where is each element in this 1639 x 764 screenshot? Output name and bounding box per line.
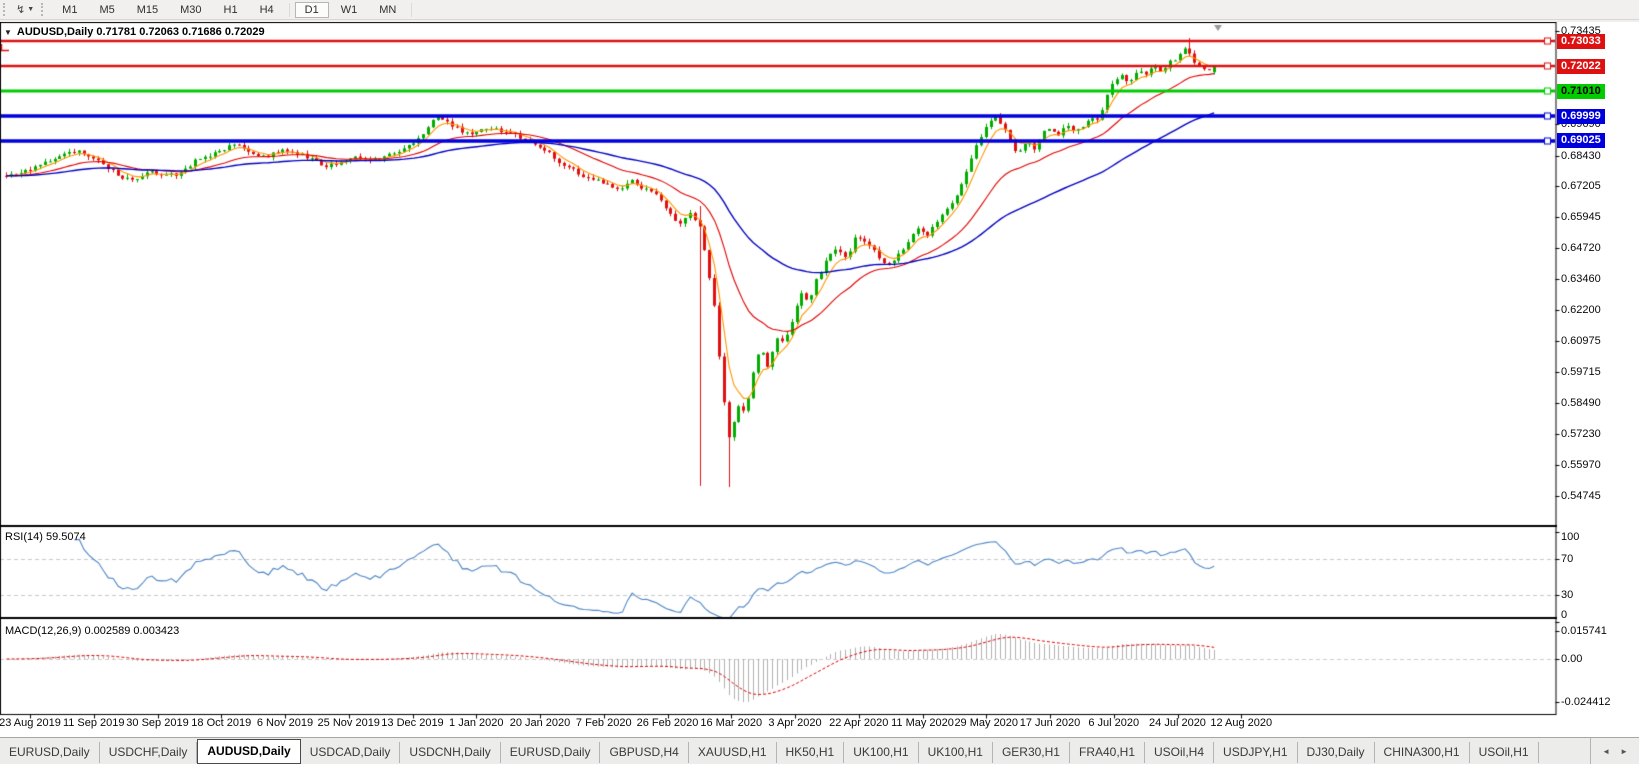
date-tick-label: 17 Jun 2020 [1019,717,1081,729]
axis-tick-label: 0 [1561,609,1568,621]
axis-tick-label: 0.63460 [1561,273,1601,286]
chevron-down-icon[interactable]: ▼ [27,6,35,13]
date-tick-label: 16 Mar 2020 [700,717,763,729]
date-tick-label: 30 Sep 2019 [126,717,189,729]
chart-tab-USDJPY-H1[interactable]: USDJPY,H1 [1214,742,1298,763]
chart-tab-AUDUSD-Daily[interactable]: AUDUSD,Daily [197,739,301,764]
timeframe-button-H4[interactable]: H4 [250,2,284,18]
macd-indicator-label: MACD(12,26,9) 0.002589 0.003423 [5,625,180,637]
tab-scroll-left-icon[interactable]: ◄ [1602,746,1611,756]
price-level-badge: 0.73033 [1557,33,1605,49]
chart-title: ▼ AUDUSD,Daily 0.71781 0.72063 0.71686 0… [4,26,265,38]
timeframe-button-MN[interactable]: MN [369,2,406,18]
price-chart-canvas[interactable] [0,22,1565,722]
axis-tick-label: 0.59715 [1561,366,1601,379]
date-tick-label: 7 Feb 2020 [575,717,632,729]
date-tick-label: 23 Aug 2019 [0,717,61,729]
date-tick-label: 3 Apr 2020 [768,717,822,729]
timeframe-button-H1[interactable]: H1 [214,2,248,18]
date-tick-label: 1 Jan 2020 [449,717,504,729]
chart-tab-GER30-H1[interactable]: GER30,H1 [993,742,1070,763]
axis-tick-label: 0.67205 [1561,179,1601,192]
chart-tab-USOil-H4[interactable]: USOil,H4 [1145,742,1215,763]
axis-tick-label: 0.62200 [1561,304,1601,317]
date-tick-label: 24 Jul 2020 [1149,717,1206,729]
chart-tab-GBPUSD-H4[interactable]: GBPUSD,H4 [600,742,689,763]
date-tick-label: 6 Jul 2020 [1088,717,1140,729]
date-tick-label: 11 May 2020 [891,717,954,729]
timeframe-button-group: M1 M5 M15 M30 H1 H4 D1 W1 MN [51,1,416,18]
chart-tab-USOil-H1[interactable]: USOil,H1 [1470,742,1539,763]
axis-tick-label: 70 [1561,553,1574,565]
chart-tab-USDCNH-Daily[interactable]: USDCNH,Daily [400,742,501,763]
chart-tab-HK50-H1[interactable]: HK50,H1 [777,742,845,763]
date-tick-label: 6 Nov 2019 [256,717,314,729]
rsi-indicator-label: RSI(14) 59.5074 [5,531,86,543]
price-level-badge: 0.71010 [1557,83,1605,99]
chart-tab-DJ30-Daily[interactable]: DJ30,Daily [1298,742,1375,763]
chart-tab-UK100-H1[interactable]: UK100,H1 [919,742,993,763]
chart-title-text: AUDUSD,Daily 0.71781 0.72063 0.71686 0.7… [16,26,265,38]
timeframe-button-W1[interactable]: W1 [331,2,368,18]
date-tick-label: 18 Oct 2019 [191,717,252,729]
axis-tick-label: 30 [1561,589,1574,601]
date-tick-label: 13 Dec 2019 [381,717,444,729]
price-level-badge: 0.69025 [1557,133,1605,149]
axis-tick-label: 0.58490 [1561,396,1601,409]
date-tick-label: 29 May 2020 [954,717,1019,729]
chart-tab-bar: EURUSD,Daily USDCHF,Daily AUDUSD,Daily USDC… [0,737,1639,764]
price-level-badge: 0.69999 [1557,108,1605,124]
axis-tick-label: -0.024412 [1561,695,1611,708]
chart-tab-EURUSD-Daily[interactable]: EURUSD,Daily [501,742,601,763]
chart-tab-FRA40-H1[interactable]: FRA40,H1 [1070,742,1146,763]
top-toolbar: ↯ ▼ M1 M5 M15 M30 H1 H4 D1 W1 MN [0,0,1639,20]
toolbar-grip [41,3,46,16]
axis-tick-label: 0.015741 [1561,625,1607,638]
chart-tab-EURUSD-Daily[interactable]: EURUSD,Daily [0,742,100,763]
toolbar-separator [288,2,290,17]
axis-tick-label: 0.68430 [1561,149,1601,162]
axis-tick-label: 0.60975 [1561,334,1601,347]
timeframe-button-M30[interactable]: M30 [170,2,211,18]
axis-tick-label: 0.57230 [1561,428,1601,441]
date-tick-label: 12 Aug 2020 [1210,717,1273,729]
axis-tick-label: 100 [1561,531,1580,543]
date-tick-label: 11 Sep 2019 [62,717,125,729]
timeframe-button-M1[interactable]: M1 [52,2,87,18]
chart-tool-icon[interactable]: ↯ [16,4,26,16]
axis-tick-label: 0.64720 [1561,241,1601,254]
timeframe-button-M5[interactable]: M5 [89,2,124,18]
timeframe-button-D1[interactable]: D1 [294,1,329,18]
tab-scroll-controls: ◄ ► [1590,738,1639,764]
toolbar-grip [3,3,8,16]
chart-tab-USDCHF-Daily[interactable]: USDCHF,Daily [100,742,198,763]
axis-tick-label: 0.65945 [1561,211,1601,224]
chart-tab-XAUUSD-H1[interactable]: XAUUSD,H1 [689,742,777,763]
chart-tab-USDCAD-Daily[interactable]: USDCAD,Daily [301,742,401,763]
date-tick-label: 22 Apr 2020 [829,717,889,729]
toolbar-separator [411,2,413,17]
date-tick-label: 25 Nov 2019 [317,717,380,729]
axis-tick-label: 0.54745 [1561,489,1601,502]
chart-window: ▼ AUDUSD,Daily 0.71781 0.72063 0.71686 0… [0,22,1639,737]
chart-tab-UK100-H1[interactable]: UK100,H1 [844,742,919,763]
date-tick-label: 26 Feb 2020 [636,717,699,729]
price-level-badge: 0.72022 [1557,58,1605,74]
axis-tick-label: 0.55970 [1561,459,1601,472]
timeframe-button-M15[interactable]: M15 [127,2,168,18]
axis-tick-label: 0.00 [1561,653,1583,665]
date-tick-label: 20 Jan 2020 [509,717,571,729]
chart-title-caret-icon[interactable]: ▼ [4,27,12,37]
tab-scroll-right-icon[interactable]: ► [1620,746,1628,756]
chart-tab-CHINA300-H1[interactable]: CHINA300,H1 [1375,742,1470,763]
